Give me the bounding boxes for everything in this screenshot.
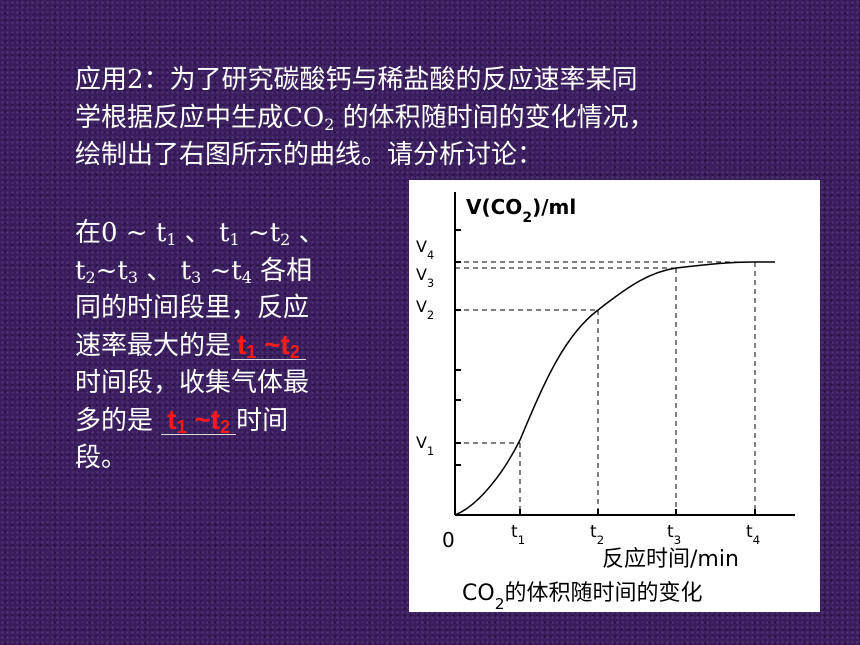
subscript: 1 [246, 341, 257, 362]
text-run: 的体积随时间的变化 [504, 581, 702, 606]
text-run: 、 [290, 218, 325, 248]
v-label: V2 [416, 297, 434, 322]
subscript: 2 [324, 114, 335, 134]
text-run: ~t [201, 255, 242, 286]
guide-lines [455, 261, 756, 515]
text-run: 学根据反应中生成CO [75, 102, 325, 133]
subscript: 2 [522, 210, 532, 226]
text-run: V [416, 237, 427, 256]
text: 速率最大的是 [75, 331, 231, 361]
t-label: t1 [511, 522, 525, 547]
text-run: 应用2：为了研究碳酸钙与稀盐酸的反应速率某同 [75, 65, 638, 95]
intro-line: 绘制出了右图所示的曲线。请分析讨论： [75, 135, 655, 173]
caption: CO2的体积随时间的变化 [462, 581, 703, 613]
question-line: 段。 [75, 440, 325, 478]
text-run: t [75, 255, 86, 286]
text-run: ~t [186, 403, 221, 435]
curve [454, 261, 775, 516]
intro-line: 学根据反应中生成CO2 的体积随时间的变化情况， [75, 98, 655, 136]
question-line: 速率最大的是 t1 ~t2 [75, 328, 325, 366]
subscript: 2 [495, 595, 505, 613]
question: 在0 ~ t1 、 t1 ~t2 、 t2~t3 、 t3 ~t4 各相 同的时… [75, 215, 325, 478]
question-line: 在0 ~ t1 、 t1 ~t2 、 [75, 215, 325, 253]
text: 多的是 [75, 406, 161, 436]
text-run: 的体积随时间的变化情况， [334, 102, 655, 133]
answer: t1 ~t2 [161, 403, 237, 437]
text-run: 各相 [251, 255, 313, 286]
text-run: t [667, 522, 674, 542]
t-label: t2 [590, 522, 604, 547]
text-run: 时间段，收集气体最 [75, 368, 310, 398]
axis-ticks [455, 229, 756, 515]
v-label: V1 [416, 433, 434, 458]
answer: t1 ~t2 [231, 328, 306, 362]
v-label: V3 [416, 265, 434, 290]
text-run: t [167, 403, 177, 435]
v-label: V4 [416, 237, 434, 262]
question-line: 时间段，收集气体最 [75, 365, 325, 403]
text-run: ~t [239, 218, 281, 248]
subscript: 3 [127, 267, 139, 287]
text-run: 时间 [236, 405, 289, 436]
text-run: ~t [256, 328, 290, 360]
subscript: 1 [176, 416, 187, 437]
subscript: 1 [518, 533, 526, 547]
text-run: t [746, 522, 753, 542]
x-label: 反应时间/min [602, 547, 739, 572]
text-run: V(CO [466, 195, 522, 219]
subscript: 1 [166, 230, 177, 249]
text-run: t [237, 328, 247, 360]
t-label: t4 [746, 522, 760, 547]
subscript: 3 [674, 533, 682, 547]
text-run: CO [462, 581, 495, 606]
subscript: 2 [85, 267, 96, 287]
text-run: 速率最大的是 [75, 330, 232, 361]
subscript: 4 [427, 249, 434, 262]
subscript: 4 [753, 533, 761, 547]
subscript: 2 [280, 230, 291, 249]
subscript: 1 [427, 445, 434, 458]
t-label: t3 [667, 522, 681, 547]
text: 时间 [236, 406, 288, 436]
text-run: 同的时间段里，反应 [75, 293, 310, 323]
text-run: V [416, 433, 427, 452]
text-run: 、 t [176, 218, 230, 248]
subscript: 3 [191, 267, 202, 287]
text-run: )/ml [532, 195, 576, 219]
subscript: 1 [229, 230, 240, 249]
subscript: 3 [427, 277, 434, 290]
text-run: t [511, 522, 518, 542]
text-run: 多的是 [75, 405, 162, 436]
figure-background [409, 180, 820, 612]
text-run: t [590, 522, 597, 542]
text-run: 绘制出了右图所示的曲线。请分析讨论： [75, 140, 544, 170]
text-run: V [416, 265, 427, 284]
subscript: 2 [289, 341, 300, 362]
text-run: V [416, 297, 427, 316]
text-run: 在0 ~ t [75, 218, 167, 248]
question-line: 多的是 t1 ~t2 时间 [75, 403, 325, 441]
text-run: 、 t [138, 255, 192, 286]
origin-label: 0 [442, 528, 455, 552]
question-line: 同的时间段里，反应 [75, 290, 325, 328]
subscript: 2 [597, 533, 605, 547]
y-label: V(CO2)/ml [466, 195, 576, 226]
intro-line: 应用2：为了研究碳酸钙与稀盐酸的反应速率某同 [75, 60, 655, 98]
text-run: 段。 [75, 443, 128, 473]
text-run: ~t [95, 255, 128, 286]
intro: 应用2：为了研究碳酸钙与稀盐酸的反应速率某同 学根据反应中生成CO2 的体积随时… [75, 60, 655, 173]
question-line: t2~t3 、 t3 ~t4 各相 [75, 253, 325, 291]
subscript: 2 [220, 416, 231, 437]
subscript: 2 [427, 309, 434, 322]
subscript: 4 [241, 267, 252, 287]
